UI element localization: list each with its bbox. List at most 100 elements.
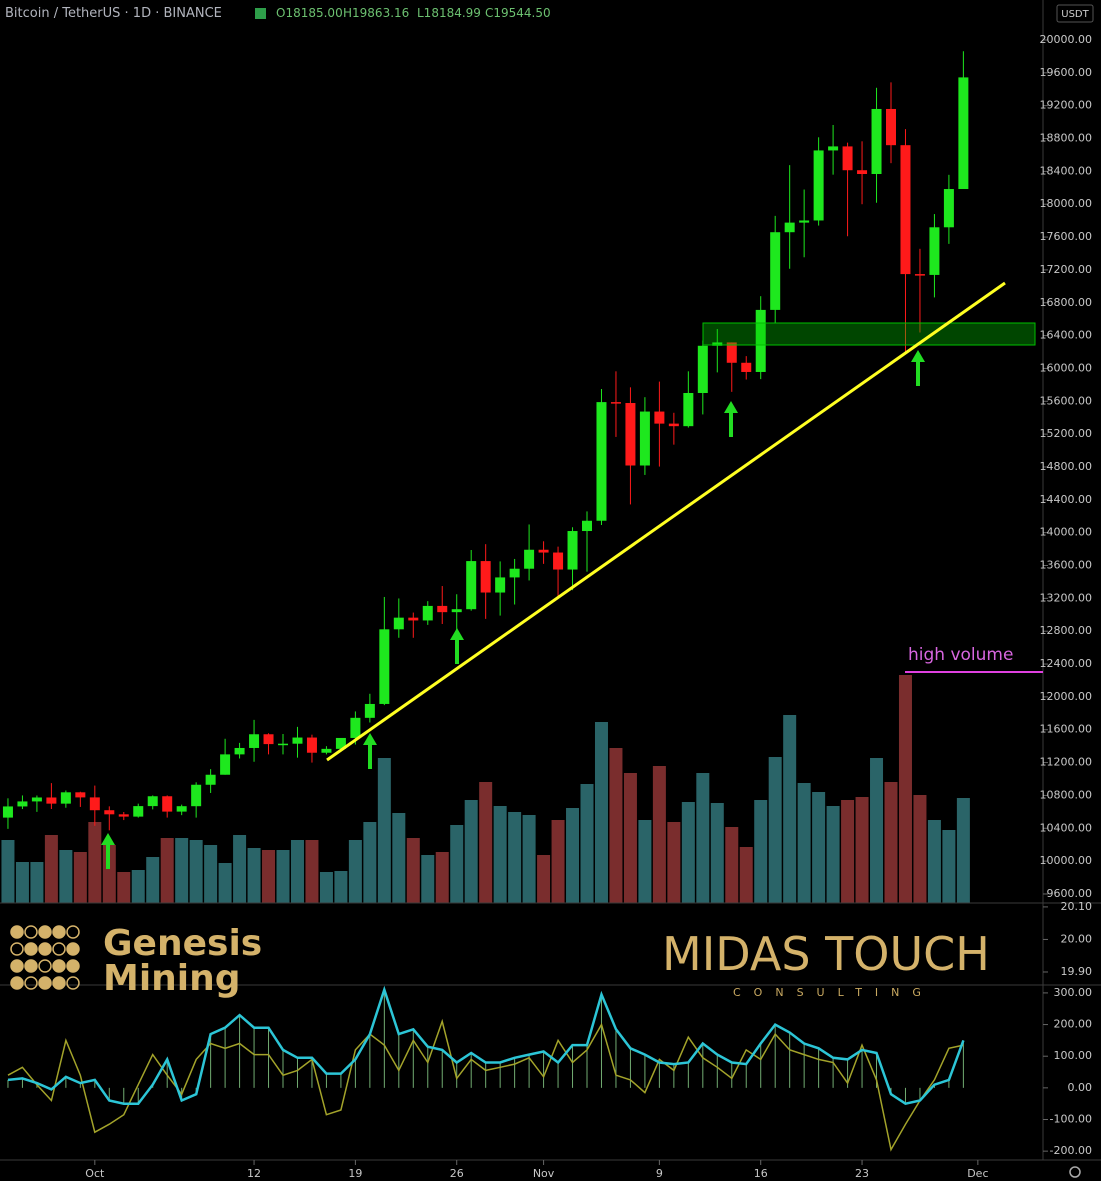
volume-bar <box>855 797 869 903</box>
y-tick-label: 9600.00 <box>1047 887 1093 900</box>
logo-dot <box>24 942 38 956</box>
volume-bar <box>623 773 637 903</box>
candle-body <box>249 734 260 748</box>
logo-dot <box>24 976 38 990</box>
candle-body <box>755 309 766 372</box>
volume-bar <box>44 835 58 903</box>
logo-text: Genesis <box>103 923 262 964</box>
logo-dot <box>66 959 80 973</box>
x-tick-label: 19 <box>348 1167 362 1180</box>
candle-body <box>205 774 216 785</box>
logo-text: Mining <box>103 958 241 999</box>
candle-body <box>799 220 810 223</box>
candle-body <box>639 411 650 466</box>
y-tick-label: 12800.00 <box>1040 624 1093 637</box>
candle-body <box>176 806 187 812</box>
arrow <box>911 350 925 386</box>
candle-body <box>914 274 925 276</box>
candle-body <box>466 561 477 610</box>
oscillator-layer <box>7 985 965 1152</box>
x-tick-label: Nov <box>533 1167 555 1180</box>
x-tick-label: 23 <box>855 1167 869 1180</box>
candle-body <box>857 170 868 174</box>
candle-body <box>943 189 954 228</box>
currency: USDT <box>1061 9 1089 20</box>
volume-bar <box>696 773 710 903</box>
arrow <box>363 733 377 769</box>
oscillator-line <box>7 1018 964 1152</box>
volume-bar <box>710 803 724 903</box>
settings-icon[interactable] <box>1069 1166 1081 1178</box>
y-tick-label: 0.00 <box>1068 1081 1093 1094</box>
candle-body <box>668 423 679 427</box>
candle-body <box>553 552 564 570</box>
y-tick-label: 11200.00 <box>1040 756 1093 769</box>
x-tick-label: 16 <box>754 1167 768 1180</box>
x-tick-label: 9 <box>656 1167 663 1180</box>
volume-bar <box>508 812 522 903</box>
annotation: high volume <box>908 645 1013 665</box>
candle-body <box>306 737 317 753</box>
candle-body <box>813 150 824 221</box>
logo-dot <box>38 959 52 973</box>
y-tick-label: 10800.00 <box>1040 788 1093 801</box>
volume-bar <box>522 815 536 903</box>
volume-bar <box>956 798 970 903</box>
y-tick-label: 19200.00 <box>1040 99 1093 112</box>
y-tick-label: 19600.00 <box>1040 66 1093 79</box>
volume-bar <box>667 822 681 903</box>
volume-bar <box>638 820 652 903</box>
logo-text: MIDAS TOUCH <box>662 927 990 981</box>
candle-body <box>900 145 911 275</box>
y-tick-label: 14800.00 <box>1040 460 1093 473</box>
y-tick-label: 14000.00 <box>1040 526 1093 539</box>
genesis-logo-mark <box>10 925 80 990</box>
y-tick-label: 10400.00 <box>1040 821 1093 834</box>
logo-dot <box>52 959 66 973</box>
candle-body <box>958 77 969 190</box>
volume-bar <box>15 862 29 903</box>
y-tick-label: 20000.00 <box>1040 33 1093 46</box>
y-tick-label: 200.00 <box>1054 1018 1093 1031</box>
candle-body <box>929 227 940 275</box>
y-tick-label: 19.90 <box>1061 965 1093 978</box>
volume-bar <box>319 872 333 903</box>
arrow <box>724 401 738 437</box>
candle-body <box>191 784 202 807</box>
volume-bar <box>392 813 406 903</box>
logo-dot <box>52 925 66 939</box>
volume-bar <box>406 838 420 903</box>
logo-dot <box>10 976 24 990</box>
candle-body <box>234 747 245 755</box>
logo-dot <box>52 976 66 990</box>
y-tick-label: 12400.00 <box>1040 657 1093 670</box>
candle-body <box>263 734 274 745</box>
candle-body <box>538 549 549 553</box>
candle-body <box>596 402 607 521</box>
volume-bar <box>812 792 826 903</box>
candle-body <box>408 617 419 621</box>
x-tick-label: Oct <box>85 1167 105 1180</box>
volume-bar <box>725 827 739 903</box>
volume-bar <box>609 748 623 903</box>
volume-bar <box>754 800 768 903</box>
volume-bar <box>768 757 782 903</box>
candle-body <box>842 146 853 171</box>
logo-text: CONSULTING <box>733 986 934 999</box>
volume-bar <box>131 870 145 903</box>
arrow <box>101 833 115 869</box>
volume-bar <box>783 715 797 903</box>
candle-body <box>335 737 346 749</box>
y-tick-label: 17600.00 <box>1040 230 1093 243</box>
candle-body <box>712 342 723 346</box>
volume-bar <box>290 840 304 903</box>
candle-body <box>582 520 593 532</box>
y-tick-label: 20.00 <box>1061 932 1093 945</box>
candle-body <box>2 806 13 818</box>
y-tick-label: 16800.00 <box>1040 296 1093 309</box>
arrows <box>101 350 925 869</box>
candle-body <box>509 568 520 578</box>
